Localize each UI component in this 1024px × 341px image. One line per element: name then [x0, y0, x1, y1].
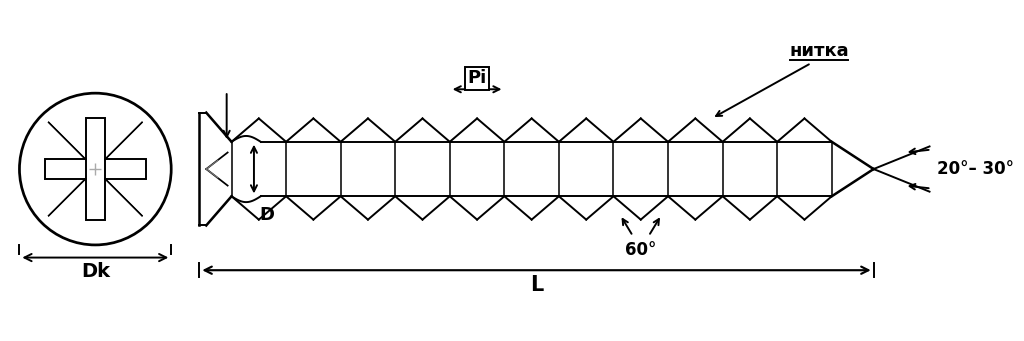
Text: 60°: 60° [625, 241, 656, 259]
Text: нитка: нитка [790, 42, 849, 60]
Text: Pi: Pi [467, 69, 486, 87]
Bar [45, 159, 146, 179]
Text: Dk: Dk [81, 263, 110, 281]
Text: 20°– 30°: 20°– 30° [937, 160, 1015, 178]
Bar [86, 118, 105, 220]
Text: D: D [260, 206, 274, 224]
Text: L: L [529, 275, 543, 295]
